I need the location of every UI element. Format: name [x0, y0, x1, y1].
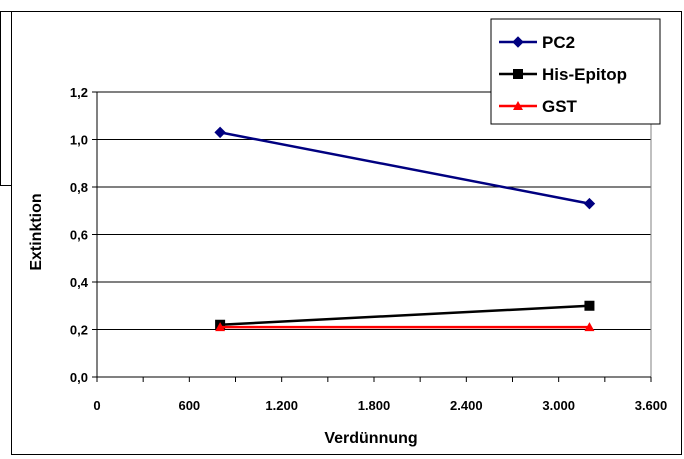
x-tick-label-4: 2.400 — [450, 398, 483, 413]
y-tick-label-5: 1,0 — [70, 133, 88, 148]
data-point-gst-0 — [215, 322, 226, 332]
y-tick-label-0: 0,0 — [70, 370, 88, 385]
data-point-gst-1 — [584, 322, 595, 332]
legend-label-his-epitop: His-Epitop — [542, 65, 627, 84]
legend-marker-gst — [513, 101, 523, 110]
x-tick-label-3: 1.800 — [358, 398, 391, 413]
data-point-his-epitop-1 — [584, 300, 595, 311]
legend-label-gst: GST — [542, 97, 578, 116]
x-tick-label-5: 3.000 — [542, 398, 575, 413]
y-tick-label-4: 0,8 — [70, 180, 88, 195]
x-tick-label-1: 600 — [178, 398, 200, 413]
legend-marker-pc2 — [512, 36, 524, 48]
gridlines — [97, 91, 651, 330]
y-axis-title: Extinktion — [28, 193, 45, 270]
adjacent-frame-edge — [0, 11, 11, 186]
series-line-pc2 — [219, 131, 590, 205]
x-tick-label-6: 3.600 — [635, 398, 668, 413]
x-tick-label-0: 0 — [93, 398, 100, 413]
series-line-his-epitop — [220, 304, 590, 326]
legend-marker-his-epitop — [513, 69, 523, 79]
y-tick-label-2: 0,4 — [70, 275, 89, 290]
legend-label-pc2: PC2 — [542, 33, 575, 52]
x-tick-label-2: 1.200 — [265, 398, 298, 413]
axes — [92, 91, 652, 382]
y-tick-label-3: 0,6 — [70, 228, 88, 243]
data-point-pc2-1 — [583, 197, 596, 210]
x-axis-title: Verdünnung — [324, 430, 417, 447]
series-layer — [214, 126, 596, 332]
y-tick-labels: 0,0 0,2 0,4 0,6 0,8 1,0 1,2 — [70, 85, 89, 385]
y-tick-label-1: 0,2 — [70, 323, 88, 338]
legend: PC2 His-Epitop GST — [490, 18, 661, 125]
x-tick-labels: 0 600 1.200 1.800 2.400 3.000 3.600 — [93, 398, 667, 413]
data-point-pc2-0 — [214, 126, 226, 139]
y-tick-label-6: 1,2 — [70, 85, 88, 100]
